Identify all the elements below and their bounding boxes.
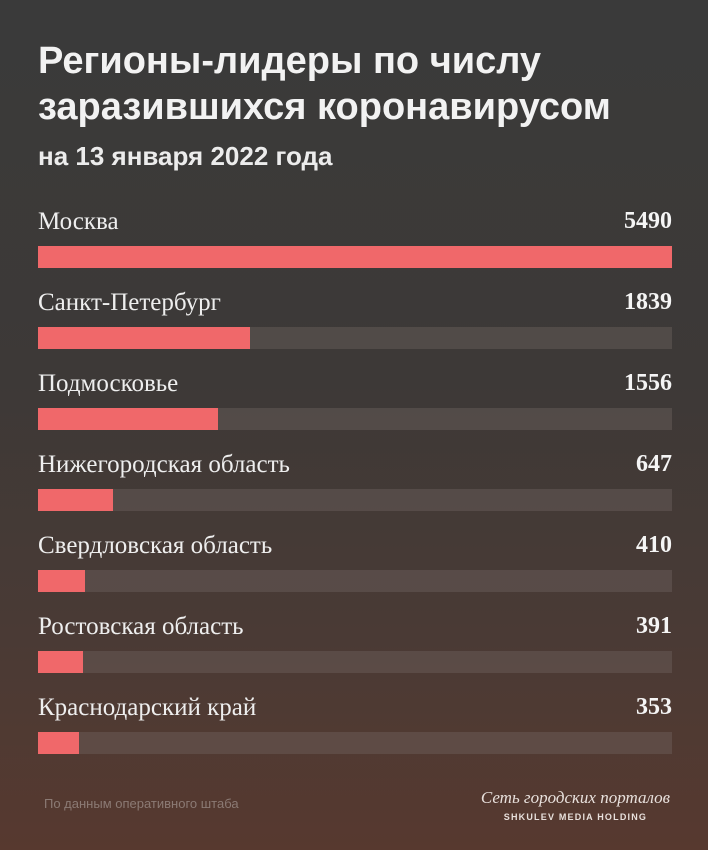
bar-track [38, 570, 672, 592]
data-label: 353 [636, 694, 672, 720]
bar-track [38, 651, 672, 673]
bar-track [38, 408, 672, 430]
data-label: 647 [636, 451, 672, 477]
bar [38, 408, 218, 430]
bar-row: Санкт-Петербург 1839 [38, 289, 672, 353]
bar-row: Подмосковье 1556 [38, 370, 672, 434]
bar-track [38, 489, 672, 511]
bar-track [38, 732, 672, 754]
data-label: 410 [636, 532, 672, 558]
chart-subtitle: на 13 января 2022 года [38, 141, 333, 171]
bar-track [38, 246, 672, 268]
bar [38, 489, 113, 511]
category-label: Краснодарский край [38, 694, 257, 721]
bar-row: Нижегородская область 647 [38, 451, 672, 515]
bar-row: Москва 5490 [38, 208, 672, 272]
category-label: Подмосковье [38, 370, 179, 397]
data-label: 391 [636, 613, 672, 639]
bar-row: Свердловская область 410 [38, 532, 672, 596]
bar [38, 246, 672, 268]
category-label: Москва [38, 208, 119, 235]
source-note: По данным оперативного штаба [44, 796, 239, 811]
data-label: 1556 [624, 370, 672, 396]
bar-row: Ростовская область 391 [38, 613, 672, 677]
bar [38, 732, 79, 754]
bar-track [38, 327, 672, 349]
category-label: Санкт-Петербург [38, 289, 221, 316]
chart-title: Регионы-лидеры по числу заразившихся кор… [38, 40, 611, 128]
brand-logo: Сеть городских порталов SHKULEV MEDIA HO… [481, 788, 670, 822]
bar [38, 651, 84, 673]
data-label: 5490 [624, 208, 672, 234]
bar [38, 327, 251, 349]
category-label: Нижегородская область [38, 451, 290, 478]
data-label: 1839 [624, 289, 672, 315]
category-label: Ростовская область [38, 613, 244, 640]
brand-line-1: Сеть городских порталов [480, 788, 670, 807]
category-label: Свердловская область [38, 532, 273, 559]
bar [38, 570, 86, 592]
brand-line-2: SHKULEV MEDIA HOLDING [503, 812, 648, 822]
bar-row: Краснодарский край 353 [38, 694, 672, 758]
